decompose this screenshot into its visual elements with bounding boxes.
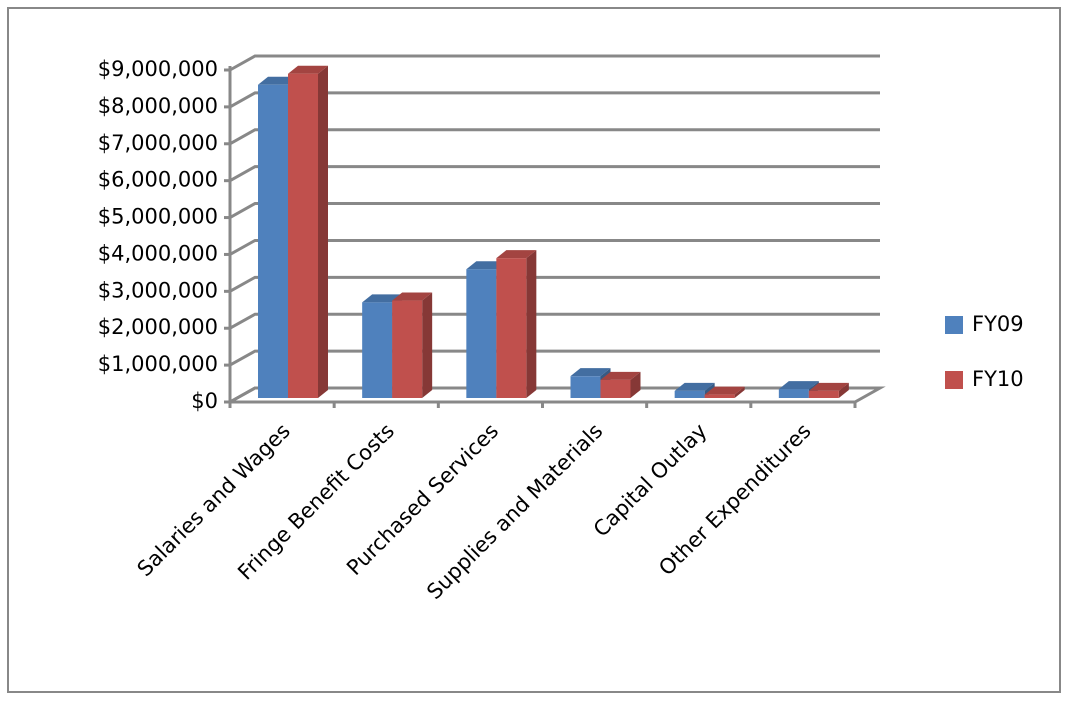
bar-front [808, 390, 839, 398]
bar-front [600, 379, 631, 398]
grid-line [229, 128, 880, 146]
bar-side [526, 250, 537, 398]
grid-line [229, 386, 880, 404]
bar-top [808, 382, 849, 391]
y-tick-label: $1,000,000 [98, 352, 218, 376]
bar-top [496, 250, 537, 259]
y-tick-label: $2,000,000 [98, 315, 218, 339]
bar-front [392, 300, 423, 398]
y-tick-label: $0 [191, 389, 218, 413]
bar-top [570, 368, 611, 377]
grid-line [229, 165, 880, 182]
bar-front [258, 84, 288, 398]
bar [600, 371, 641, 398]
bar-top [288, 65, 328, 74]
bar-top [362, 294, 403, 303]
bar-top [392, 292, 433, 301]
bar-side [630, 371, 641, 398]
y-tick-label: $3,000,000 [98, 278, 218, 302]
bar [392, 292, 433, 398]
y-tick-label: $7,000,000 [98, 131, 218, 155]
bar-front [570, 376, 601, 398]
grid-line [229, 275, 880, 293]
y-tick-label: $4,000,000 [98, 241, 218, 265]
bar-side [318, 65, 328, 398]
grid-line [229, 202, 880, 219]
grid-line [229, 91, 880, 109]
bar-front [496, 258, 527, 398]
bar [496, 250, 537, 398]
bar-top [600, 371, 641, 380]
bar-front [778, 389, 809, 398]
bar-front [288, 73, 318, 398]
y-tick-label: $5,000,000 [98, 205, 218, 229]
legend-swatch [945, 371, 963, 389]
bar-side [734, 386, 745, 398]
y-tick-label: $6,000,000 [98, 168, 218, 192]
bar [808, 382, 849, 398]
bar-front [674, 390, 705, 398]
grid-line [229, 349, 880, 367]
bar-top [778, 381, 819, 390]
bar-front [466, 269, 497, 398]
bar [288, 65, 328, 398]
bar-front [362, 302, 393, 398]
bar-side [422, 292, 433, 398]
y-tick-label: $9,000,000 [98, 57, 218, 81]
bar-top [704, 386, 745, 395]
bar-side [838, 382, 849, 398]
grid-line [229, 238, 880, 256]
y-tick-label: $8,000,000 [98, 94, 218, 118]
grid-line [229, 312, 880, 330]
bar-front [704, 394, 735, 398]
bar-top [674, 382, 715, 391]
legend-label: FY10 [972, 367, 1024, 391]
legend-swatch [945, 316, 963, 334]
bar [704, 386, 745, 398]
grid-line [229, 54, 880, 72]
legend-label: FY09 [972, 312, 1024, 336]
